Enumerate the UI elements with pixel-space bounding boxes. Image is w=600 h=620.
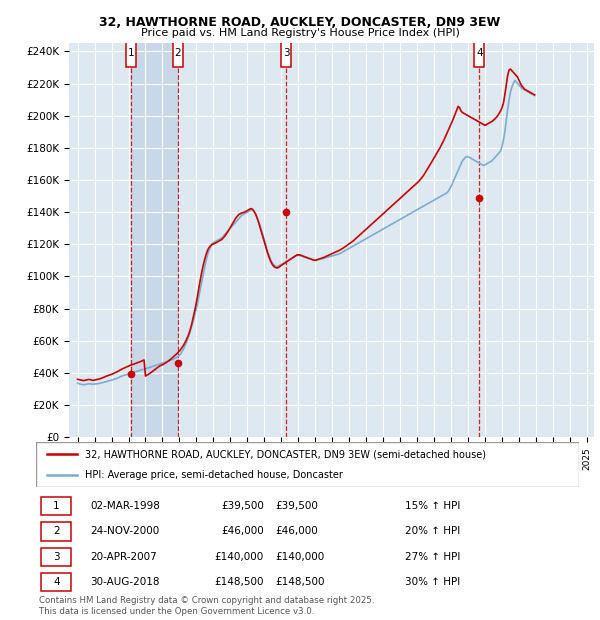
Text: £39,500: £39,500	[275, 501, 318, 512]
Text: £46,000: £46,000	[221, 526, 264, 536]
FancyBboxPatch shape	[41, 547, 71, 566]
FancyBboxPatch shape	[281, 40, 292, 67]
Text: 27% ↑ HPI: 27% ↑ HPI	[405, 552, 461, 562]
FancyBboxPatch shape	[41, 497, 71, 515]
FancyBboxPatch shape	[474, 40, 484, 67]
Text: £39,500: £39,500	[221, 501, 264, 512]
FancyBboxPatch shape	[41, 523, 71, 541]
Text: 3: 3	[283, 48, 290, 58]
Text: 02-MAR-1998: 02-MAR-1998	[91, 501, 160, 512]
Text: £140,000: £140,000	[275, 552, 324, 562]
Text: 1: 1	[53, 501, 59, 512]
Bar	[131, 43, 178, 437]
Text: £148,500: £148,500	[215, 577, 264, 587]
Text: £140,000: £140,000	[215, 552, 264, 562]
Text: £46,000: £46,000	[275, 526, 317, 536]
Text: 2: 2	[175, 48, 181, 58]
FancyBboxPatch shape	[173, 40, 183, 67]
FancyBboxPatch shape	[36, 442, 579, 487]
Text: 30% ↑ HPI: 30% ↑ HPI	[405, 577, 460, 587]
Text: Price paid vs. HM Land Registry's House Price Index (HPI): Price paid vs. HM Land Registry's House …	[140, 28, 460, 38]
Text: 32, HAWTHORNE ROAD, AUCKLEY, DONCASTER, DN9 3EW: 32, HAWTHORNE ROAD, AUCKLEY, DONCASTER, …	[100, 16, 500, 29]
Text: 24-NOV-2000: 24-NOV-2000	[91, 526, 160, 536]
Text: 1: 1	[128, 48, 134, 58]
Text: HPI: Average price, semi-detached house, Doncaster: HPI: Average price, semi-detached house,…	[85, 469, 343, 480]
Text: 4: 4	[53, 577, 59, 587]
Text: 20-APR-2007: 20-APR-2007	[91, 552, 157, 562]
Text: £148,500: £148,500	[275, 577, 325, 587]
Text: 3: 3	[53, 552, 59, 562]
FancyBboxPatch shape	[126, 40, 136, 67]
Text: Contains HM Land Registry data © Crown copyright and database right 2025.
This d: Contains HM Land Registry data © Crown c…	[39, 596, 374, 616]
Text: 32, HAWTHORNE ROAD, AUCKLEY, DONCASTER, DN9 3EW (semi-detached house): 32, HAWTHORNE ROAD, AUCKLEY, DONCASTER, …	[85, 449, 486, 459]
Text: 15% ↑ HPI: 15% ↑ HPI	[405, 501, 461, 512]
Text: 30-AUG-2018: 30-AUG-2018	[91, 577, 160, 587]
Text: 20% ↑ HPI: 20% ↑ HPI	[405, 526, 460, 536]
Text: 4: 4	[476, 48, 482, 58]
FancyBboxPatch shape	[41, 573, 71, 591]
Text: 2: 2	[53, 526, 59, 536]
